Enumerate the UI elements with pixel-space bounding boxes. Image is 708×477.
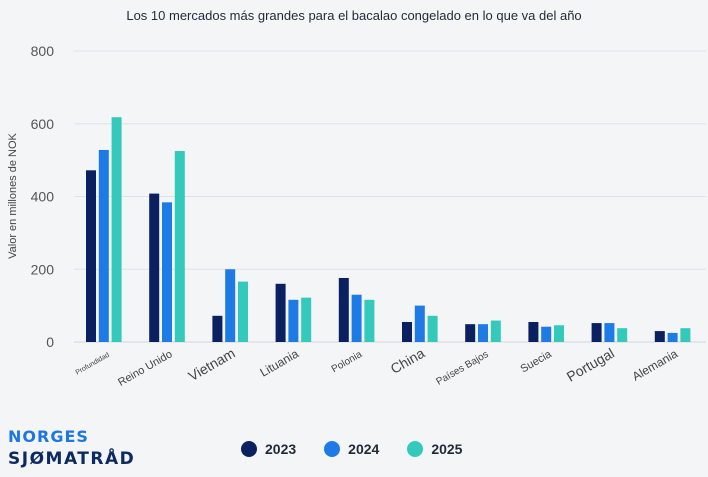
bar-suecia-2024[interactable]	[541, 326, 552, 342]
x-label-1: Reino Unido	[116, 348, 174, 389]
legend: 2023 2024 2025	[241, 441, 462, 457]
bar-suecia-2025[interactable]	[554, 325, 564, 342]
bar-profundidad-2023[interactable]	[86, 170, 96, 342]
y-axis-ticks: 0 200 400 600 800	[31, 43, 55, 350]
bar-lituania-2023[interactable]	[275, 283, 286, 342]
y-tick-800: 800	[31, 43, 55, 59]
bar-alemania-2025[interactable]	[680, 328, 691, 342]
bar-vietnam-2025[interactable]	[238, 281, 248, 342]
bar-polonia-2024[interactable]	[351, 294, 362, 342]
legend-swatch-2025	[407, 441, 424, 457]
legend-label-2024: 2024	[348, 441, 380, 457]
bar-alemania-2024[interactable]	[667, 332, 678, 342]
x-label-3: Lituania	[257, 346, 301, 379]
legend-item-2024[interactable]: 2024	[324, 441, 379, 457]
x-label-7: Suecia	[519, 348, 555, 376]
bar-lituania-2025[interactable]	[301, 297, 312, 342]
logo-line-2: SJØMATRÅD	[8, 449, 136, 469]
bar-países-bajos-2024[interactable]	[478, 324, 488, 342]
logo-line-1: NORGES	[8, 427, 89, 446]
bar-reino-unido-2023[interactable]	[149, 193, 160, 342]
bar-portugal-2024[interactable]	[604, 323, 615, 342]
y-tick-0: 0	[46, 334, 54, 350]
y-axis-label: Valor en millones de NOK	[7, 132, 19, 258]
bar-alemania-2023[interactable]	[654, 331, 665, 342]
legend-item-2023[interactable]: 2023	[241, 441, 296, 457]
bar-suecia-2023[interactable]	[528, 321, 539, 342]
x-label-2: Vietnam	[185, 345, 237, 384]
x-axis-labels: Profundidad Reino Unido Vietnam Lituania Pol…	[75, 345, 681, 389]
legend-label-2025: 2025	[431, 441, 463, 457]
bar-reino-unido-2025[interactable]	[174, 151, 185, 342]
x-label-9: Alemania	[630, 346, 681, 383]
norges-sjomatrad-logo: NORGES SJØMATRÅD	[8, 426, 135, 470]
bar-países-bajos-2023[interactable]	[465, 324, 476, 342]
bars	[86, 117, 691, 342]
bar-china-2024[interactable]	[414, 305, 425, 342]
y-tick-600: 600	[31, 116, 55, 132]
bar-china-2023[interactable]	[402, 321, 412, 342]
bar-vietnam-2023[interactable]	[212, 315, 223, 342]
legend-item-2025[interactable]: 2025	[407, 441, 462, 457]
bar-portugal-2023[interactable]	[591, 323, 602, 342]
x-label-8: Portugal	[564, 345, 617, 385]
bar-polonia-2023[interactable]	[338, 277, 349, 342]
y-tick-400: 400	[31, 189, 55, 205]
bar-china-2025[interactable]	[427, 315, 438, 342]
bar-profundidad-2025[interactable]	[111, 117, 122, 342]
legend-swatch-2024	[324, 441, 341, 457]
x-label-0: Profundidad	[75, 352, 111, 377]
bar-países-bajos-2025[interactable]	[490, 320, 501, 342]
bar-profundidad-2024[interactable]	[98, 149, 109, 342]
chart-title: Los 10 mercados más grandes para el baca…	[126, 8, 581, 23]
legend-swatch-2023	[241, 441, 257, 457]
x-label-6: Países Bajos	[434, 349, 490, 388]
bar-portugal-2025[interactable]	[617, 328, 628, 342]
bar-reino-unido-2024[interactable]	[162, 202, 172, 342]
bar-lituania-2024[interactable]	[288, 299, 299, 342]
bar-vietnam-2024[interactable]	[225, 269, 236, 342]
legend-label-2023: 2023	[265, 441, 297, 457]
bar-polonia-2025[interactable]	[364, 299, 375, 342]
x-label-4: Polonia	[330, 349, 365, 375]
x-label-5: China	[388, 345, 428, 377]
y-tick-200: 200	[31, 261, 55, 277]
